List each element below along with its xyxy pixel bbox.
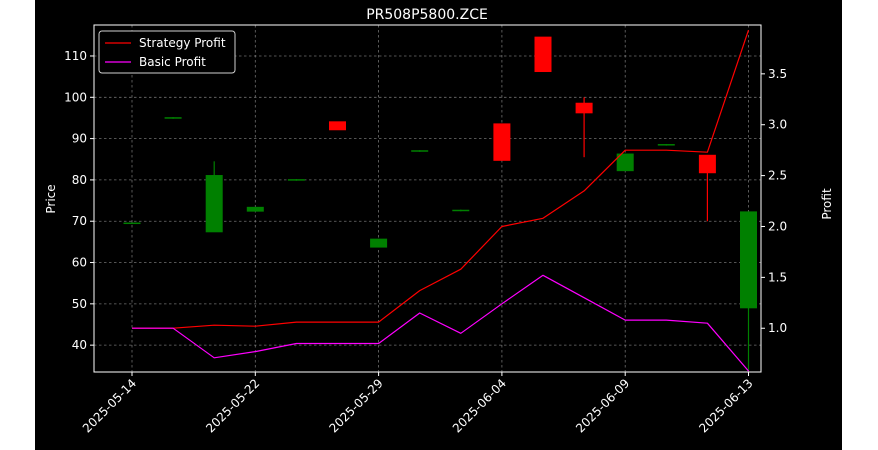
candlesticks <box>123 36 757 370</box>
y-tick-label: 80 <box>72 173 87 187</box>
y2-tick-label: 3.5 <box>768 67 787 81</box>
y2-tick-label: 1.5 <box>768 270 787 284</box>
candle-body <box>370 238 388 248</box>
plot-area <box>94 25 761 372</box>
candle-body <box>123 222 141 225</box>
candle-body <box>616 153 634 172</box>
candle-body <box>164 117 182 119</box>
legend: Strategy Profit Basic Profit <box>98 30 236 74</box>
candle-body <box>329 121 346 131</box>
y2-tick-label: 2.0 <box>768 219 787 233</box>
candle-body <box>452 209 470 212</box>
candle-body <box>575 102 593 114</box>
y2-tick-label: 1.0 <box>768 321 787 335</box>
legend-label-strategy: Strategy Profit <box>139 36 226 50</box>
y-tick-label: 90 <box>72 132 87 146</box>
basic-profit-line <box>132 274 749 372</box>
legend-label-basic: Basic Profit <box>139 55 206 69</box>
plot-frame <box>93 24 762 373</box>
y-tick-label: 100 <box>64 90 87 104</box>
candle-body <box>698 154 716 174</box>
candle-body <box>246 206 264 212</box>
strategy-profit-line <box>132 29 750 329</box>
candle-body <box>493 123 511 161</box>
candle-body <box>287 179 305 181</box>
y-tick-label: 70 <box>72 214 87 228</box>
y-tick-label: 110 <box>64 49 87 63</box>
profit-lines <box>132 29 750 372</box>
y-tick-label: 50 <box>72 297 87 311</box>
candle-body <box>740 211 757 309</box>
y2-tick-label: 2.5 <box>768 169 787 183</box>
candle-body <box>205 175 223 233</box>
y-axis-left: 40 50 60 70 80 90 100 110 <box>64 49 94 352</box>
candle-body <box>534 36 552 73</box>
candle-body <box>657 144 675 146</box>
y-tick-label: 40 <box>72 338 87 352</box>
y-axis-label: Price <box>44 184 58 213</box>
candle-body <box>411 150 429 152</box>
chart-title: PR508P5800.ZCE <box>366 7 488 23</box>
legend-box <box>98 30 236 74</box>
y-axis-right: 1.0 1.5 2.0 2.5 3.0 3.5 <box>761 67 787 335</box>
y2-tick-label: 3.0 <box>768 118 787 132</box>
y-tick-label: 60 <box>72 256 87 270</box>
y2-axis-label: Profit <box>820 188 834 220</box>
